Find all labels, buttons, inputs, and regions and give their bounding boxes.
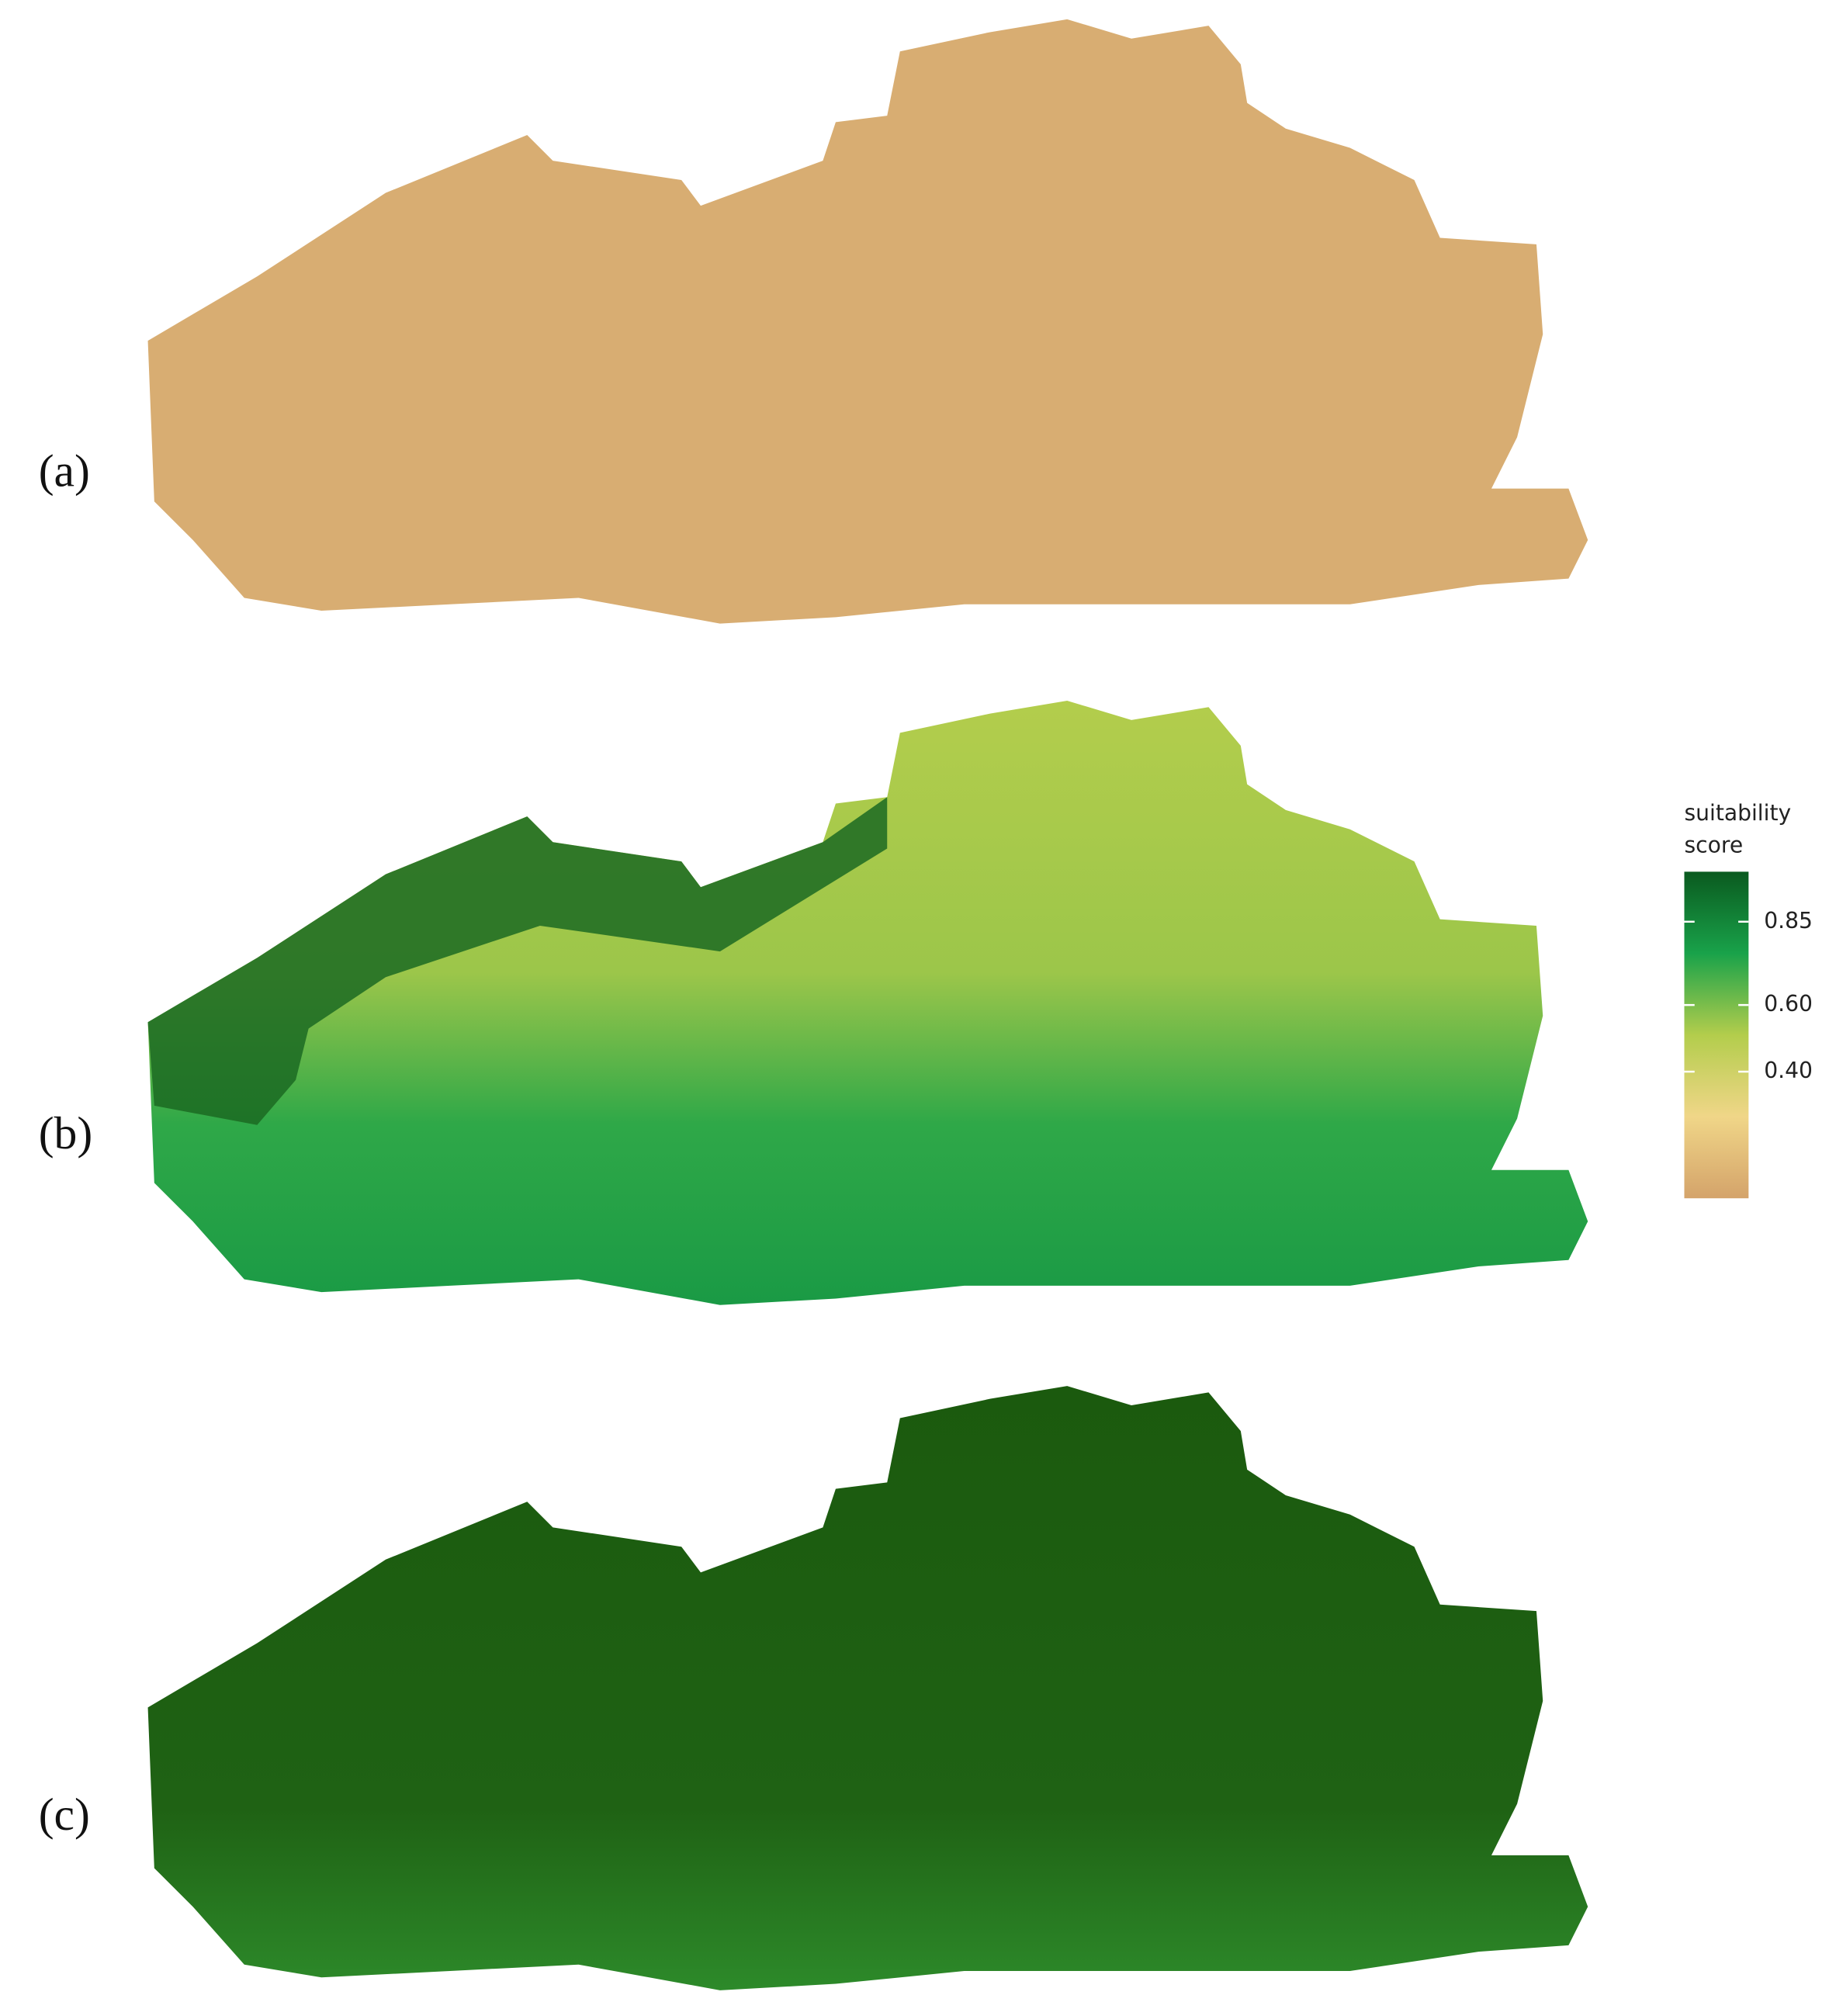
- tick-label: 0.40: [1764, 1058, 1813, 1083]
- map-a: [147, 19, 1588, 624]
- legend-title: suitability: [1684, 800, 1791, 826]
- panel-label: (a): [39, 445, 90, 497]
- legend: suitability score 0.85 0.60 0.40: [1684, 800, 1813, 1199]
- map-c: [147, 1386, 1588, 1990]
- map-b: [147, 701, 1588, 1305]
- tick-label: 0.60: [1764, 991, 1813, 1017]
- panel-label: (c): [39, 1789, 90, 1840]
- colorbar: [1684, 871, 1749, 1199]
- legend-title: score: [1684, 833, 1743, 858]
- tick-label: 0.85: [1764, 908, 1813, 934]
- panel-label: (b): [39, 1107, 93, 1159]
